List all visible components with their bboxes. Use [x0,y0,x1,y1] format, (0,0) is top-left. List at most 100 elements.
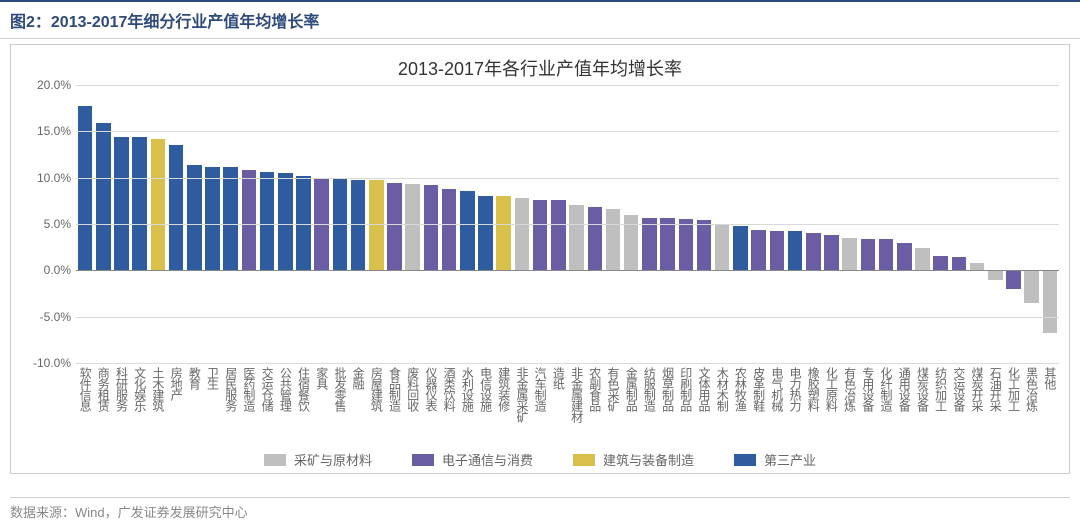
bar [715,224,730,270]
x-label: 电气机械 [771,367,783,411]
bar [988,270,1003,279]
legend-swatch [734,454,756,466]
bar [424,185,439,270]
bar [515,198,530,270]
x-label: 交运仓储 [261,367,273,411]
bar [223,167,238,270]
x-label-slot: 皮革制鞋 [750,365,768,443]
x-label: 仪器仪表 [425,367,437,411]
bar [242,170,257,270]
x-label: 煤炭设备 [916,367,928,411]
legend-swatch [573,454,595,466]
x-label: 医药制造 [243,367,255,411]
gridline [76,317,1059,318]
bar [278,173,293,270]
bar [679,219,694,270]
x-label: 石油开采 [989,367,1001,411]
x-label-slot: 电力热力 [786,365,804,443]
bar [551,200,566,270]
x-label: 通用设备 [898,367,910,411]
figure-title: 图2：2013-2017年细分行业产值年均增长率 [10,14,319,31]
bar [970,263,985,270]
x-label: 居民服务 [225,367,237,411]
legend-item: 第三产业 [734,450,816,469]
x-label-slot: 通用设备 [895,365,913,443]
x-label: 纺织加工 [935,367,947,411]
bar [1024,270,1039,302]
x-label: 电信设施 [480,367,492,411]
x-label-slot: 化纤制造 [877,365,895,443]
x-label-slot: 居民服务 [222,365,240,443]
bar [442,189,457,271]
x-label-slot: 化工原料 [822,365,840,443]
x-label: 农林牧渔 [734,367,746,411]
x-label-slot: 印刷制品 [677,365,695,443]
legend-swatch [264,454,286,466]
legend-item: 电子通信与消费 [412,450,533,469]
bar [861,239,876,271]
x-label: 农副食品 [589,367,601,411]
x-label-slot: 造纸 [549,365,567,443]
x-label-slot: 烟草制品 [659,365,677,443]
bar [169,145,184,270]
bar [132,137,147,270]
x-label-slot: 黑色冶炼 [1023,365,1041,443]
x-label: 汽车制造 [534,367,546,411]
x-label: 房地产 [170,367,182,400]
legend-label: 第三产业 [764,450,816,469]
gridline [76,224,1059,225]
x-label: 金属制品 [625,367,637,411]
x-label-slot: 住宿餐饮 [294,365,312,443]
y-axis: -10.0%-5.0%0.0%5.0%10.0%15.0%20.0% [11,85,76,363]
x-label-slot: 非金属建材 [567,365,585,443]
x-label: 科研服务 [116,367,128,411]
x-label-slot: 房地产 [167,365,185,443]
gridline [76,178,1059,179]
bar [788,231,803,270]
x-label-slot: 橡胶塑料 [804,365,822,443]
x-label-slot: 煤炭开采 [968,365,986,443]
x-label: 酒类饮料 [443,367,455,411]
x-label: 住宿餐饮 [298,367,310,411]
x-label: 非金属采矿 [516,367,528,422]
x-label: 食品制造 [389,367,401,411]
x-label-slot: 农副食品 [586,365,604,443]
x-label: 化工原料 [825,367,837,411]
x-label-slot: 公共管理 [276,365,294,443]
x-label: 煤炭开采 [971,367,983,411]
legend-label: 采矿与原材料 [294,450,372,469]
x-label: 黑色冶炼 [1026,367,1038,411]
x-label-slot: 电气机械 [768,365,786,443]
bar [806,233,821,270]
x-label: 文化娱乐 [134,367,146,411]
bar [387,183,402,270]
x-label-slot: 有色采矿 [604,365,622,443]
bar [952,257,967,270]
bar [824,235,839,270]
bar [770,231,785,271]
x-label: 家具 [316,367,328,389]
x-label: 土木建筑 [152,367,164,411]
bar [1043,270,1058,333]
x-label-slot: 酒类饮料 [440,365,458,443]
x-label: 批发零售 [334,367,346,411]
x-label-slot: 其他 [1041,365,1059,443]
chart-area: 2013-2017年各行业产值年均增长率 -10.0%-5.0%0.0%5.0%… [10,44,1070,474]
x-label: 交运设备 [953,367,965,411]
x-label: 造纸 [552,367,564,389]
x-label-slot: 汽车制造 [531,365,549,443]
bar [751,230,766,271]
x-label-slot: 纺织加工 [932,365,950,443]
bar [533,200,548,270]
bar [151,139,166,271]
bar [114,137,129,270]
bar [588,207,603,270]
x-label-slot: 非金属采矿 [513,365,531,443]
gridline [76,85,1059,86]
y-tick-label: 0.0% [44,263,71,277]
x-label: 橡胶塑料 [807,367,819,411]
bar [478,196,493,270]
x-label: 文体用品 [698,367,710,411]
x-label: 教育 [188,367,200,389]
bar [569,205,584,270]
